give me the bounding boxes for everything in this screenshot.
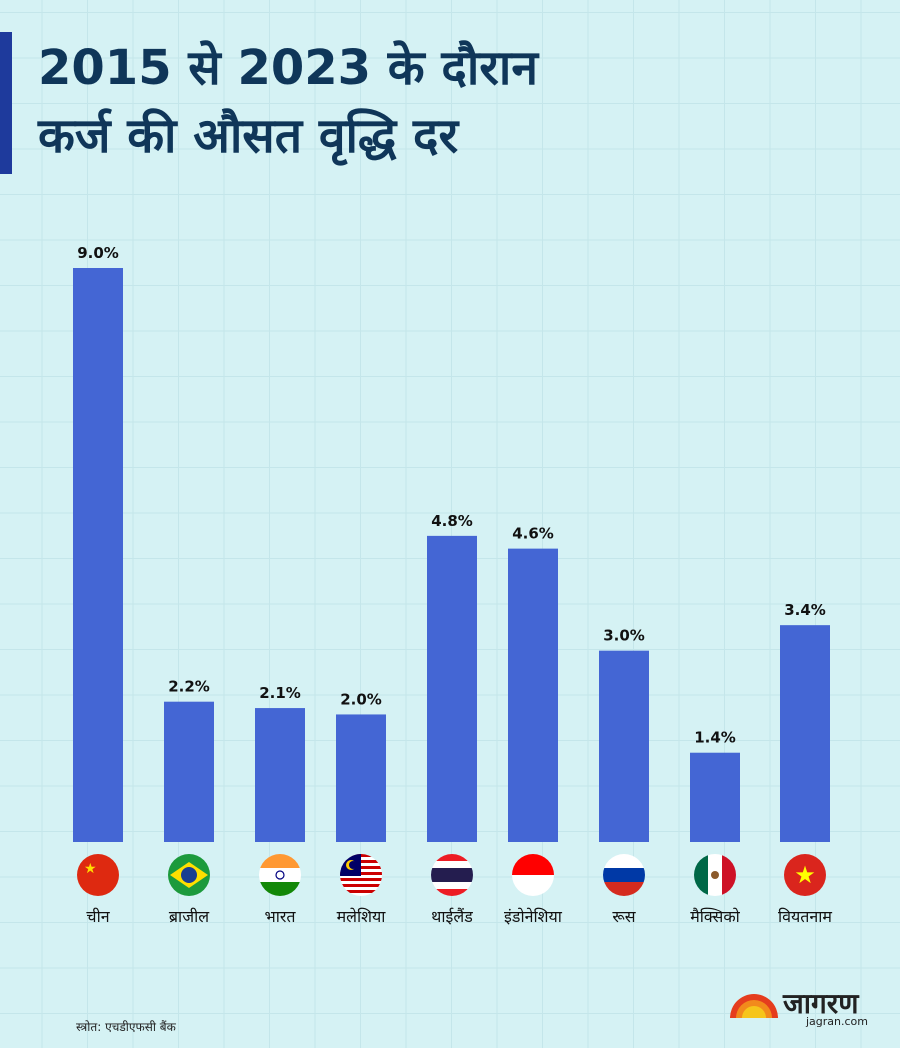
bar-malaysia (336, 714, 386, 842)
logo-name: जागरण (783, 987, 859, 1020)
category-label: मलेशिया (337, 907, 387, 926)
value-label: 1.4% (694, 729, 736, 747)
bar-india (255, 708, 305, 842)
bar-brazil (164, 701, 214, 842)
category-label: मैक्सिको (690, 907, 740, 926)
logo-url: jagran.com (806, 1015, 869, 1028)
title-accent-bar (0, 32, 12, 174)
value-label: 4.6% (512, 525, 554, 543)
value-label: 2.2% (168, 678, 210, 696)
thailand-flag-icon (431, 854, 473, 896)
value-label: 4.8% (431, 512, 473, 530)
category-label: चीन (86, 907, 110, 926)
category-label: थाईलैंड (431, 907, 473, 926)
category-label: इंडोनेशिया (504, 907, 563, 926)
value-label: 3.4% (784, 601, 826, 619)
svg-text:★: ★ (84, 861, 97, 877)
bar-mexico (690, 752, 740, 842)
page-title: 2015 से 2023 के दौरान कर्ज की औसत वृद्धि… (38, 34, 538, 170)
value-label: 2.1% (259, 684, 301, 702)
russia-flag-icon (603, 854, 645, 896)
bar-russia (599, 650, 649, 842)
value-label: 9.0% (77, 244, 119, 262)
category-label: वियतनाम (778, 907, 832, 926)
india-flag-icon (259, 854, 301, 896)
bar-thailand (427, 535, 477, 842)
value-label: 3.0% (603, 627, 645, 645)
jagran-sun-logo-icon (730, 994, 778, 1018)
title-line-1: 2015 से 2023 के दौरान (38, 40, 538, 96)
category-label: ब्राजील (169, 907, 210, 926)
svg-text:★: ★ (794, 861, 816, 889)
value-label: 2.0% (340, 690, 382, 708)
category-label: रूस (612, 907, 636, 926)
category-label: भारत (264, 907, 296, 926)
bar-indonesia (508, 548, 558, 842)
source-note: स्त्रोत: एचडीएफसी बैंक (76, 1020, 176, 1034)
china-flag-icon: ★ (77, 854, 119, 896)
indonesia-flag-icon (512, 854, 554, 896)
vietnam-flag-icon: ★ (784, 854, 826, 896)
bar-vietnam (780, 625, 830, 842)
bar-china (73, 268, 123, 842)
title-line-2: कर्ज की औसत वृद्धि दर (38, 108, 459, 164)
brazil-flag-icon (168, 854, 210, 896)
mexico-flag-icon (694, 854, 736, 896)
malaysia-flag-icon (340, 854, 382, 896)
